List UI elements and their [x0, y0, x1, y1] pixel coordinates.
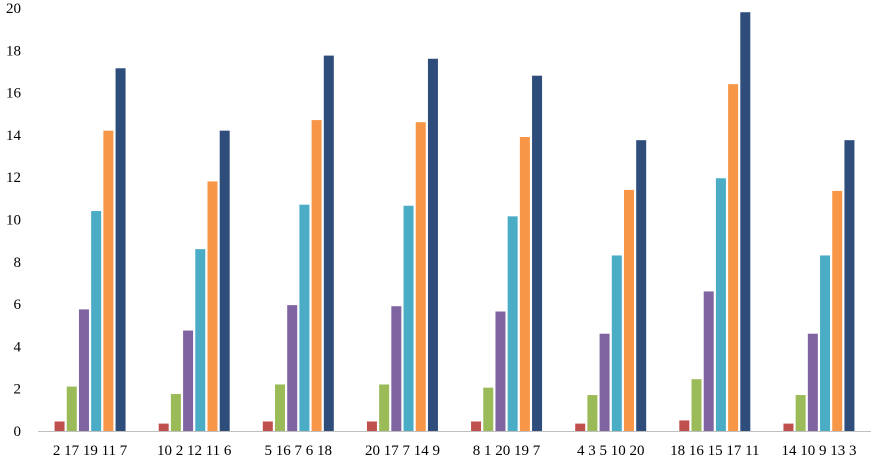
bar — [158, 423, 169, 431]
bar — [366, 421, 377, 431]
bar — [740, 12, 751, 431]
bar — [115, 68, 126, 431]
bar — [323, 55, 334, 432]
bar — [623, 189, 634, 431]
y-tick-label: 16 — [6, 86, 22, 102]
x-tick-label: 10 2 12 11 6 — [157, 443, 232, 457]
y-tick-label: 4 — [14, 339, 22, 355]
y-axis: 0 2 4 6 8 10 12 14 16 18 20 — [6, 1, 22, 440]
bar — [183, 330, 194, 431]
x-tick-label: 4 3 5 10 20 — [577, 443, 645, 457]
bar — [575, 423, 586, 431]
bar — [611, 255, 622, 431]
bar — [287, 305, 298, 431]
bar — [844, 140, 855, 431]
bar — [219, 130, 230, 432]
y-tick-label: 14 — [6, 128, 22, 144]
bar — [599, 333, 610, 431]
bar — [703, 291, 714, 431]
bars — [54, 12, 855, 432]
bar — [403, 205, 414, 431]
bar — [170, 393, 181, 431]
bar — [54, 421, 65, 431]
y-tick-label: 10 — [6, 213, 21, 229]
y-tick-label: 18 — [6, 43, 21, 59]
bar — [415, 122, 426, 432]
y-tick-label: 2 — [14, 382, 22, 398]
bar — [832, 190, 843, 431]
bar — [78, 309, 89, 431]
bar — [715, 178, 726, 431]
bar — [728, 84, 739, 431]
x-axis: 2 17 19 11 7 10 2 12 11 6 5 16 7 6 18 20 17… — [53, 443, 857, 457]
bar — [679, 420, 690, 431]
bar — [691, 379, 702, 431]
bar — [275, 384, 286, 431]
bar — [783, 423, 794, 431]
bar — [379, 384, 390, 431]
y-tick-label: 12 — [6, 170, 21, 186]
bar — [66, 386, 77, 431]
bar — [483, 387, 494, 431]
bar — [427, 58, 438, 431]
bar — [519, 137, 530, 431]
bar — [262, 421, 273, 431]
y-tick-label: 0 — [14, 424, 22, 440]
x-tick-label: 8 1 20 19 7 — [473, 443, 541, 457]
x-tick-label: 2 17 19 11 7 — [53, 443, 128, 457]
bar — [195, 249, 206, 431]
y-tick-label: 6 — [14, 297, 22, 313]
x-tick-label: 18 16 15 17 11 — [670, 443, 759, 457]
bar — [103, 130, 114, 432]
bar — [507, 216, 518, 431]
y-tick-label: 8 — [14, 255, 22, 271]
bar — [495, 311, 506, 431]
bar — [391, 306, 402, 431]
bar — [820, 255, 831, 431]
x-tick-label: 5 16 7 6 18 — [265, 443, 333, 457]
bar — [587, 395, 598, 431]
bar — [299, 204, 310, 431]
x-tick-label: 20 17 7 14 9 — [365, 443, 440, 457]
bar — [795, 395, 806, 431]
bar — [207, 181, 218, 431]
bar — [311, 120, 322, 431]
bar — [532, 75, 543, 432]
bar — [807, 333, 818, 431]
x-tick-label: 14 10 9 13 3 — [781, 443, 856, 457]
y-tick-label: 20 — [6, 1, 21, 17]
bar — [636, 140, 647, 431]
bar — [471, 421, 482, 431]
bar — [91, 211, 102, 431]
